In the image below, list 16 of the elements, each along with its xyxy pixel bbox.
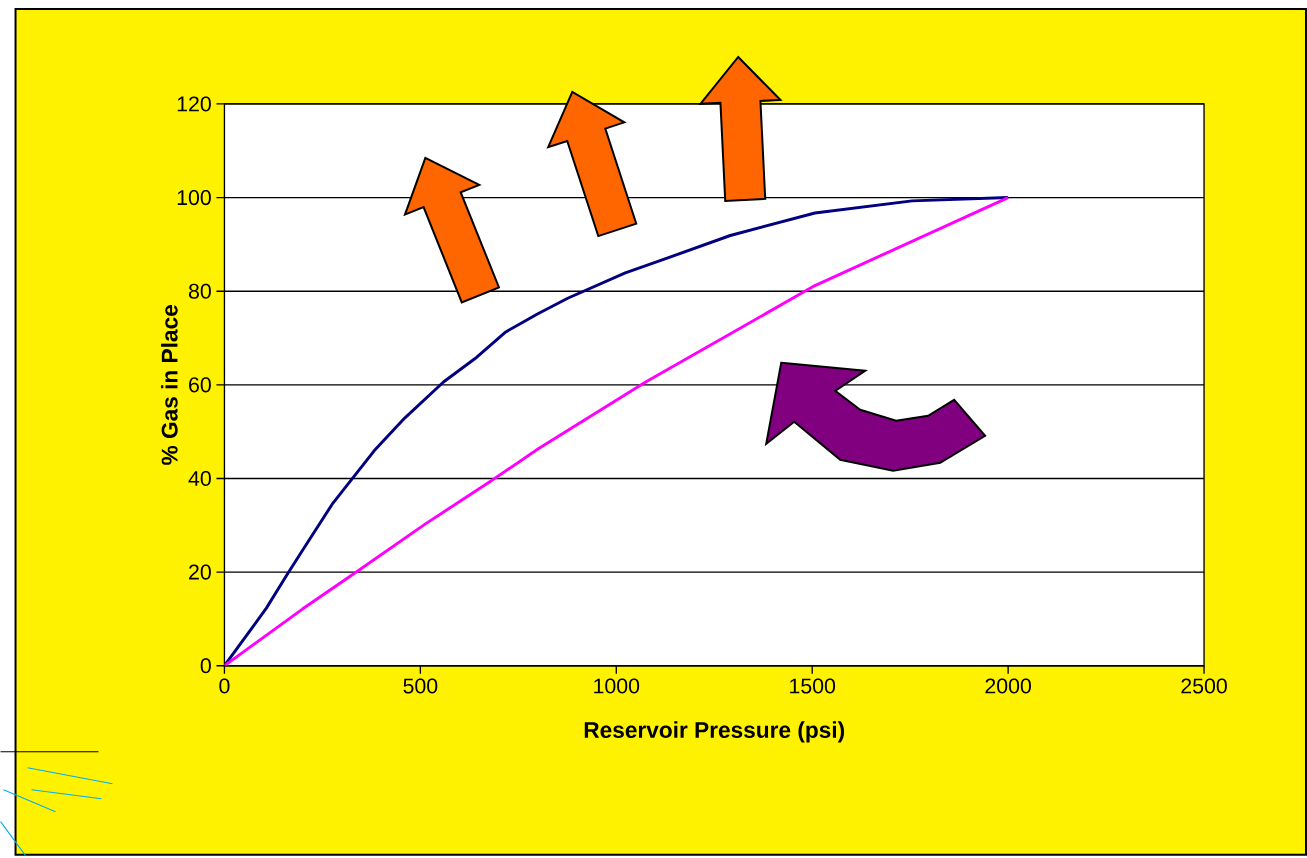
y-tick-label: 20	[189, 564, 211, 580]
x-axis-title: Reservoir Pressure (psi)	[584, 721, 845, 743]
y-tick-label: 60	[189, 377, 211, 393]
y-axis-title: % Gas in Place	[161, 305, 178, 466]
x-tick-label: 1000	[594, 678, 640, 694]
y-tick-label: 80	[188, 283, 211, 299]
x-tick-label: 1500	[790, 678, 836, 694]
x-tick-label: 2500	[1181, 678, 1227, 694]
y-tick-label: 40	[188, 471, 211, 487]
y-tick-label: 100	[177, 190, 211, 206]
x-tick-label: 500	[403, 678, 438, 694]
y-tick-label: 0	[200, 658, 211, 674]
x-tick-label: 2000	[985, 678, 1031, 694]
line-series	[224, 196, 1010, 666]
y-tick-label: 120	[177, 96, 211, 112]
x-tick-label: 0	[219, 678, 230, 694]
